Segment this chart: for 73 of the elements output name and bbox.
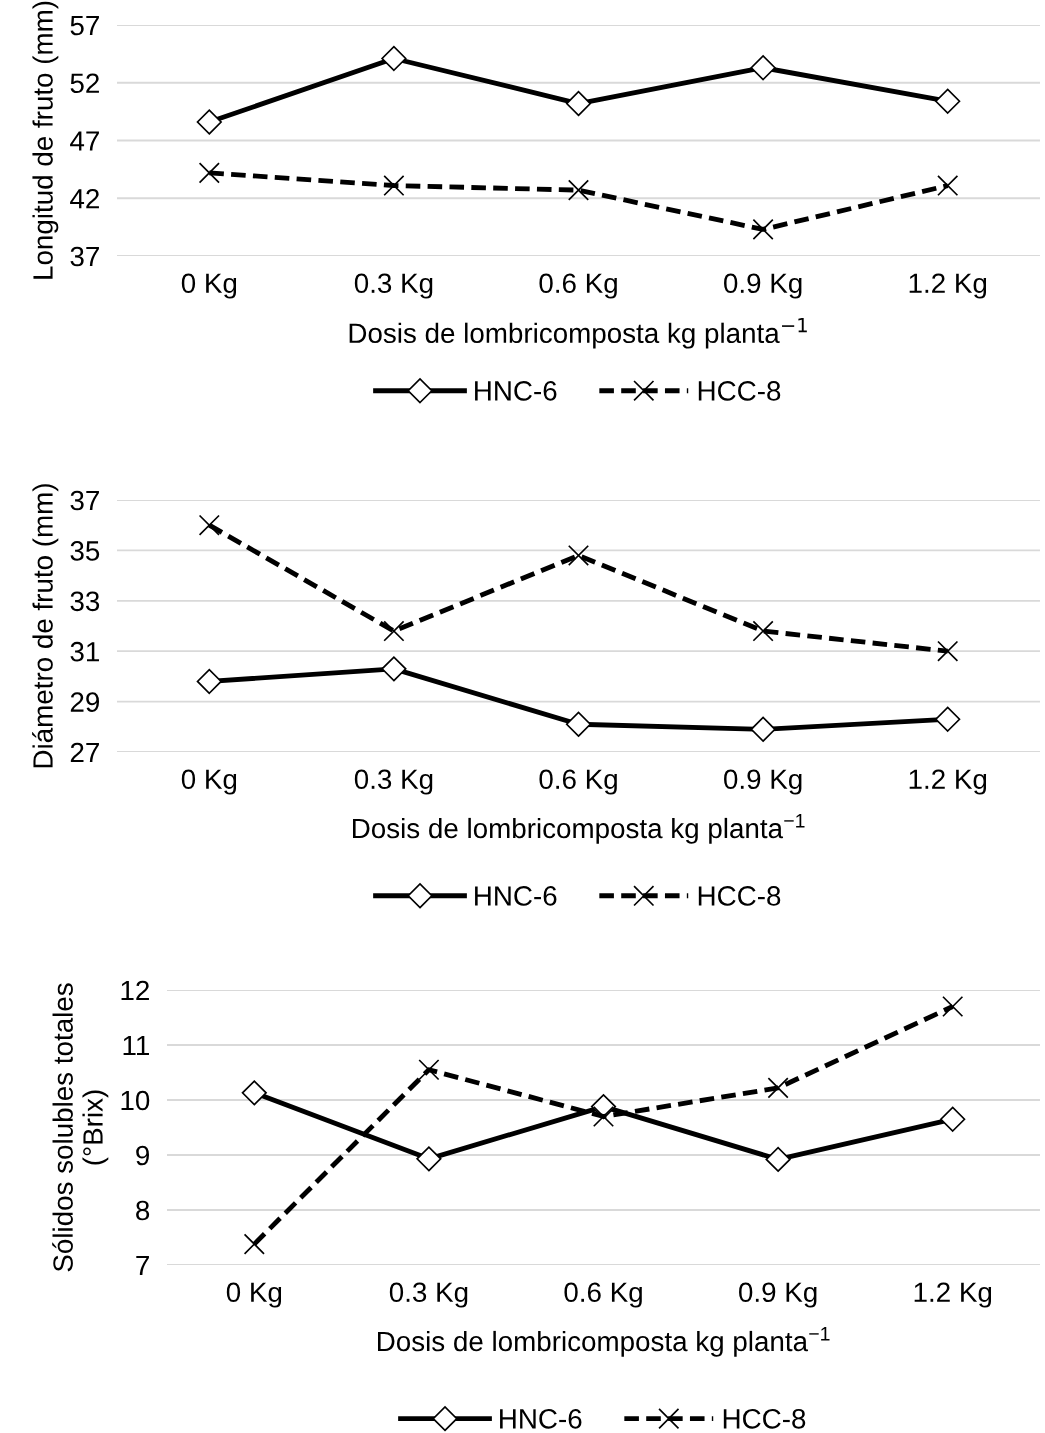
point [567,544,590,566]
x-tick-label: 0 Kg [181,273,237,299]
point [416,1146,442,1172]
point [935,88,961,114]
legend-label: HCC-8 [698,381,781,401]
x-tick-label: 1.2 Kg [909,273,987,299]
point [383,620,405,642]
point [198,514,220,536]
legend-label: HNC-6 [475,381,557,401]
legend-label: HCC-8 [723,1408,806,1429]
x-axis-title: Dosis de lombricomposta kg planta$^{−1}$ [349,318,807,349]
y-axis-title: Diámetro de fruto (mm) [32,484,59,768]
point [381,45,407,72]
y-tick-label: 29 [70,692,100,712]
y-tick-label: 35 [70,541,100,561]
point [750,716,776,742]
legend-label: HNC-6 [500,1408,582,1429]
point [241,1080,267,1106]
x-tick-label: 0.3 Kg [354,769,433,795]
y-tick-label: 9 [136,1145,150,1166]
point [937,640,959,662]
point [198,162,220,184]
point [381,656,407,682]
y-tick-label: 11 [123,1035,149,1056]
legend-label: HCC-8 [698,886,781,906]
x-tick-label: 0.3 Kg [389,1282,468,1308]
point [750,55,776,81]
point [243,1233,265,1255]
y-tick-label: 12 [121,980,149,1001]
x-axis-title: Dosis de lombricomposta kg planta$^{−1}$ [378,1327,830,1357]
y-tick-label: 37 [70,490,99,511]
point [567,179,590,201]
x-tick-label: 0 Kg [181,769,237,795]
point [196,668,222,695]
y-axis-title: Sólidos solubles totales (°Brix) [52,983,109,1272]
point [937,174,959,197]
point [935,706,961,732]
point [196,109,222,135]
y-tick-label: 31 [70,641,99,662]
y-tick-label: 42 [70,188,99,209]
x-tick-label: 1.2 Kg [914,1282,992,1308]
x-tick-label: 0.3 Kg [354,273,433,299]
point [592,1105,615,1128]
point [565,711,592,737]
x-tick-label: 0.9 Kg [739,1282,817,1308]
legend-label: HNC-6 [475,886,557,906]
point [752,620,774,642]
x-tick-label: 0.9 Kg [724,769,802,795]
y-tick-label: 10 [121,1090,150,1111]
y-tick-label: 33 [70,591,100,612]
x-tick-label: 0.9 Kg [724,273,802,299]
x-tick-label: 1.2 Kg [909,769,987,795]
y-tick-label: 57 [70,15,99,36]
point [383,174,405,197]
x-axis-title: Dosis de lombricomposta kg planta$^{−1}$ [353,814,805,844]
y-tick-label: 37 [70,246,99,267]
point [565,90,592,117]
x-tick-label: 0.6 Kg [539,769,617,795]
y-tick-label: 7 [136,1255,149,1276]
y-tick-label: 47 [70,131,99,151]
y-tick-label: 8 [136,1200,150,1221]
x-tick-label: 0 Kg [226,1282,282,1308]
y-tick-label: 52 [70,73,99,94]
point [767,1077,789,1099]
point [942,995,964,1018]
x-tick-label: 0.6 Kg [564,1282,642,1308]
y-axis-title: Longitud de fruto (mm) [32,1,59,279]
point [752,218,774,240]
point [940,1106,966,1132]
x-tick-label: 0.6 Kg [539,273,617,299]
point [765,1146,791,1173]
y-tick-label: 27 [70,742,99,763]
point [418,1059,440,1081]
